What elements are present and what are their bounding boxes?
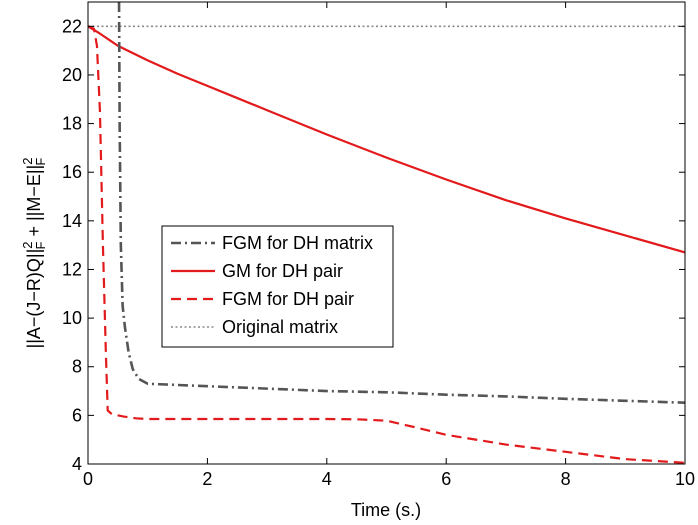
y-tick-label: 20 — [62, 65, 82, 85]
x-tick-label: 6 — [441, 469, 451, 489]
x-tick-label: 4 — [322, 469, 332, 489]
y-tick-label: 14 — [62, 211, 82, 231]
y-tick-label: 10 — [62, 308, 82, 328]
ticks-group: 0 2 4 6 8 10 4 6 8 10 12 14 16 18 20 22 — [62, 2, 695, 489]
plot-lines — [88, 2, 685, 464]
legend-box — [161, 225, 394, 348]
y-axis-label: ||A−(J−R)Q||2F + ||M−E||2F — [20, 158, 48, 349]
series-line-fgm-for-dh-matrix — [117, 2, 685, 405]
y-tick-label: 22 — [62, 16, 82, 36]
series-line-fgm-for-dh-pair — [88, 25, 685, 464]
y-axis-label-sub-b: F — [33, 158, 48, 166]
y-axis-label-sub-a: F — [33, 241, 48, 249]
legend-label-original-matrix: Original matrix — [222, 317, 338, 337]
legend-label-fgm-dh-matrix: FGM for DH matrix — [222, 233, 373, 253]
plot-frame — [87, 1, 686, 465]
x-tick-label: 0 — [83, 469, 93, 489]
y-axis-label-sup-a: 2 — [20, 241, 35, 248]
x-tick-label: 2 — [202, 469, 212, 489]
y-axis-label-plus: + ||M−E|| — [24, 165, 44, 242]
legend-label-gm-dh-pair: GM for DH pair — [222, 261, 343, 281]
y-axis-label-part-a: ||A−(J−R)Q|| — [24, 249, 44, 349]
x-tick-label: 8 — [561, 469, 571, 489]
y-tick-label: 4 — [72, 454, 82, 474]
y-tick-label: 8 — [72, 357, 82, 377]
y-tick-label: 18 — [62, 114, 82, 134]
x-tick-label: 10 — [675, 469, 695, 489]
y-tick-label: 16 — [62, 162, 82, 182]
axes-frame — [87, 1, 686, 465]
series-line-gm-for-dh-pair — [88, 25, 685, 254]
y-tick-label: 12 — [62, 259, 82, 279]
y-axis-label-sup-b: 2 — [20, 158, 35, 165]
x-axis-label: Time (s.) — [351, 500, 421, 520]
legend: FGM for DH matrix GM for DH pair FGM for… — [161, 225, 394, 348]
legend-label-fgm-dh-pair: FGM for DH pair — [222, 289, 354, 309]
y-tick-label: 6 — [72, 405, 82, 425]
